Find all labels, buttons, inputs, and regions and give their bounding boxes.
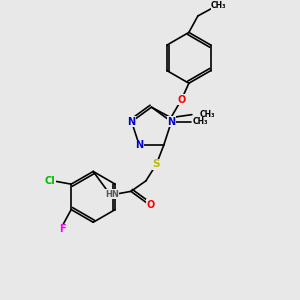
Text: N: N	[128, 117, 136, 127]
Text: Cl: Cl	[45, 176, 56, 186]
Text: CH₃: CH₃	[199, 110, 215, 119]
Text: F: F	[59, 224, 65, 234]
Text: N: N	[167, 117, 175, 127]
Text: HN: HN	[105, 190, 119, 199]
Text: O: O	[146, 200, 154, 210]
Text: N: N	[135, 140, 143, 150]
Text: S: S	[153, 160, 160, 170]
Text: O: O	[177, 95, 185, 105]
Text: CH₃: CH₃	[211, 1, 226, 10]
Text: CH₃: CH₃	[192, 117, 208, 126]
